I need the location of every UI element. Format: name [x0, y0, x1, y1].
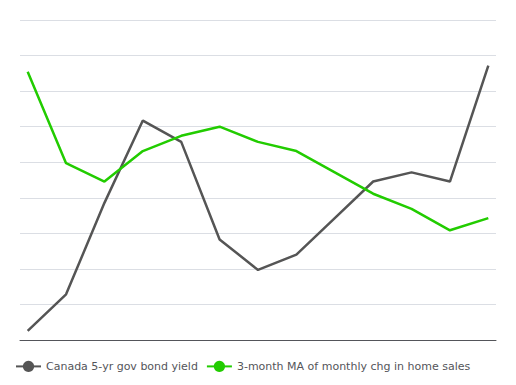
svg-text:3-month MA of monthly chg in h: 3-month MA of monthly chg in home sales [237, 360, 471, 373]
svg-text:Canada 5-yr gov bond yield: Canada 5-yr gov bond yield [46, 360, 198, 373]
